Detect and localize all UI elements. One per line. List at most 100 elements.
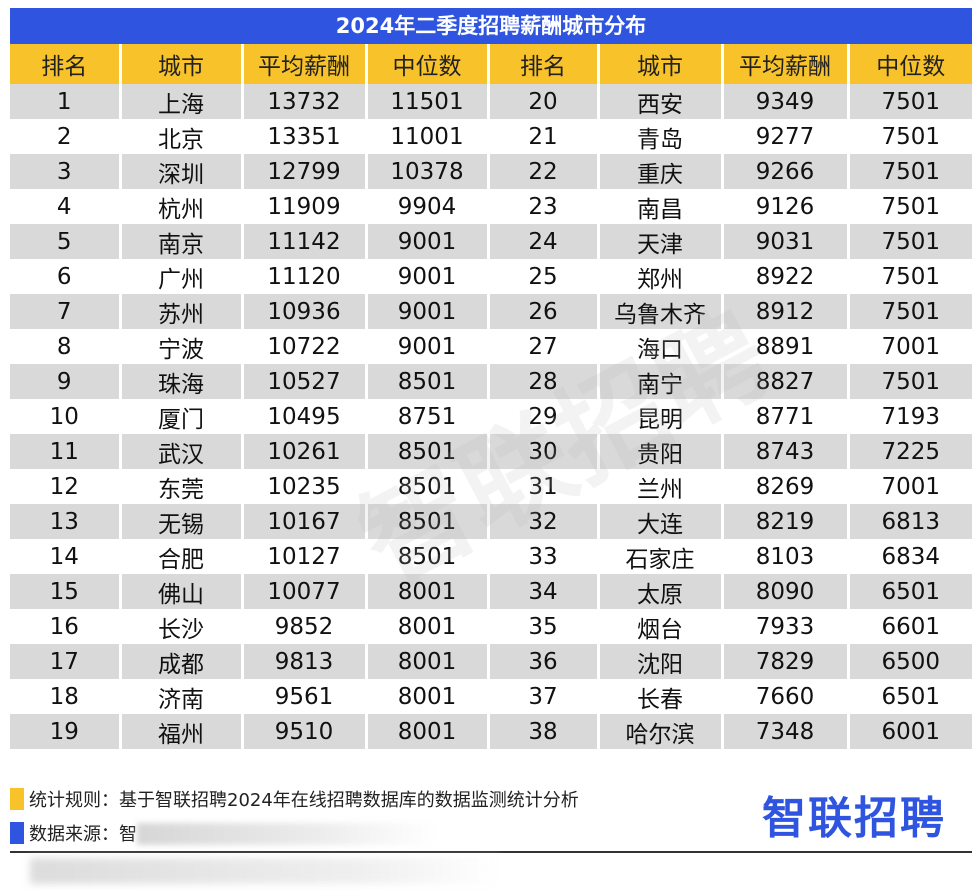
median-cell: 7501 (848, 364, 972, 399)
median-cell: 8001 (366, 679, 490, 714)
avg-salary-cell: 9852 (242, 609, 368, 644)
table-row: 1 上海 13732 11501 20 西安 9349 7501 (10, 84, 972, 119)
median-cell: 6813 (848, 504, 972, 539)
avg-salary-cell: 8219 (722, 504, 850, 539)
median-cell: 7001 (848, 469, 972, 504)
city-cell: 长沙 (120, 609, 244, 644)
avg-salary-cell: 9561 (242, 679, 368, 714)
city-cell: 石家庄 (598, 539, 724, 574)
salary-table-panel: 2024年二季度招聘薪酬城市分布 排名 城市 平均薪酬 中位数 排名 城市 平均… (10, 8, 972, 749)
avg-salary-cell: 10527 (242, 364, 368, 399)
table-row: 16 长沙 9852 8001 35 烟台 7933 6601 (10, 609, 972, 644)
median-cell: 8001 (366, 714, 490, 749)
median-cell: 11001 (366, 119, 490, 154)
avg-salary-cell: 10936 (242, 294, 368, 329)
rank-cell: 26 (488, 294, 600, 329)
median-cell: 8501 (366, 504, 490, 539)
table-row: 12 东莞 10235 8501 31 兰州 8269 7001 (10, 469, 972, 504)
rank-cell: 34 (488, 574, 600, 609)
avg-salary-cell: 13351 (242, 119, 368, 154)
city-cell: 大连 (598, 504, 724, 539)
median-cell: 8001 (366, 574, 490, 609)
median-cell: 10378 (366, 154, 490, 189)
median-cell: 7501 (848, 259, 972, 294)
table-row: 4 杭州 11909 9904 23 南昌 9126 7501 (10, 189, 972, 224)
avg-salary-cell: 8743 (722, 434, 850, 469)
median-cell: 6834 (848, 539, 972, 574)
rank-cell: 22 (488, 154, 600, 189)
avg-salary-cell: 7660 (722, 679, 850, 714)
avg-salary-cell: 9266 (722, 154, 850, 189)
city-cell: 天津 (598, 224, 724, 259)
city-cell: 西安 (598, 84, 724, 119)
footer-divider (10, 851, 972, 853)
avg-salary-cell: 10127 (242, 539, 368, 574)
rank-cell: 16 (10, 609, 122, 644)
city-cell: 苏州 (120, 294, 244, 329)
rank-cell: 3 (10, 154, 122, 189)
median-cell: 8501 (366, 469, 490, 504)
data-source-visible: 智 (119, 824, 137, 845)
city-cell: 贵阳 (598, 434, 724, 469)
rank-cell: 18 (10, 679, 122, 714)
table-row: 5 南京 11142 9001 24 天津 9031 7501 (10, 224, 972, 259)
table-row: 17 成都 9813 8001 36 沈阳 7829 6500 (10, 644, 972, 679)
table-row: 18 济南 9561 8001 37 长春 7660 6501 (10, 679, 972, 714)
median-cell: 6501 (848, 679, 972, 714)
city-cell: 上海 (120, 84, 244, 119)
rank-cell: 35 (488, 609, 600, 644)
rank-cell: 20 (488, 84, 600, 119)
median-cell: 8001 (366, 609, 490, 644)
median-cell: 8501 (366, 434, 490, 469)
city-cell: 乌鲁木齐 (598, 294, 724, 329)
rank-cell: 29 (488, 399, 600, 434)
avg-salary-cell: 12799 (242, 154, 368, 189)
header-avg-left: 平均薪酬 (242, 44, 368, 84)
data-source-label: 数据来源： (29, 824, 119, 845)
avg-salary-cell: 11909 (242, 189, 368, 224)
data-source-note: 数据来源：智 (10, 822, 437, 846)
footer: 统计规则：基于智联招聘2024年在线招聘数据库的数据监测统计分析 数据来源：智 … (10, 780, 972, 860)
avg-salary-cell: 7933 (722, 609, 850, 644)
avg-salary-cell: 10167 (242, 504, 368, 539)
avg-salary-cell: 8103 (722, 539, 850, 574)
median-cell: 7193 (848, 399, 972, 434)
median-cell: 7501 (848, 84, 972, 119)
median-cell: 6601 (848, 609, 972, 644)
table-row: 8 宁波 10722 9001 27 海口 8891 7001 (10, 329, 972, 364)
median-cell: 8751 (366, 399, 490, 434)
blurred-source-text (137, 823, 437, 845)
table-row: 3 深圳 12799 10378 22 重庆 9266 7501 (10, 154, 972, 189)
median-cell: 7501 (848, 189, 972, 224)
rank-cell: 4 (10, 189, 122, 224)
rank-cell: 5 (10, 224, 122, 259)
avg-salary-cell: 9349 (722, 84, 850, 119)
city-cell: 东莞 (120, 469, 244, 504)
avg-salary-cell: 10722 (242, 329, 368, 364)
header-city-right: 城市 (598, 44, 724, 84)
table-body: 1 上海 13732 11501 20 西安 9349 7501 2 北京 13351 11001 21… (10, 84, 972, 749)
city-cell: 济南 (120, 679, 244, 714)
city-cell: 成都 (120, 644, 244, 679)
blurred-bottom-text (30, 858, 500, 884)
avg-salary-cell: 7348 (722, 714, 850, 749)
stat-rule-note: 统计规则：基于智联招聘2024年在线招聘数据库的数据监测统计分析 (10, 788, 579, 812)
median-cell: 8501 (366, 364, 490, 399)
city-cell: 郑州 (598, 259, 724, 294)
table-row: 11 武汉 10261 8501 30 贵阳 8743 7225 (10, 434, 972, 469)
avg-salary-cell: 8891 (722, 329, 850, 364)
avg-salary-cell: 8090 (722, 574, 850, 609)
rank-cell: 1 (10, 84, 122, 119)
rank-cell: 38 (488, 714, 600, 749)
city-cell: 深圳 (120, 154, 244, 189)
city-cell: 无锡 (120, 504, 244, 539)
rank-cell: 30 (488, 434, 600, 469)
avg-salary-cell: 8269 (722, 469, 850, 504)
avg-salary-cell: 9510 (242, 714, 368, 749)
city-cell: 北京 (120, 119, 244, 154)
city-cell: 珠海 (120, 364, 244, 399)
rank-cell: 15 (10, 574, 122, 609)
city-cell: 哈尔滨 (598, 714, 724, 749)
table-row: 2 北京 13351 11001 21 青岛 9277 7501 (10, 119, 972, 154)
header-median-left: 中位数 (366, 44, 490, 84)
